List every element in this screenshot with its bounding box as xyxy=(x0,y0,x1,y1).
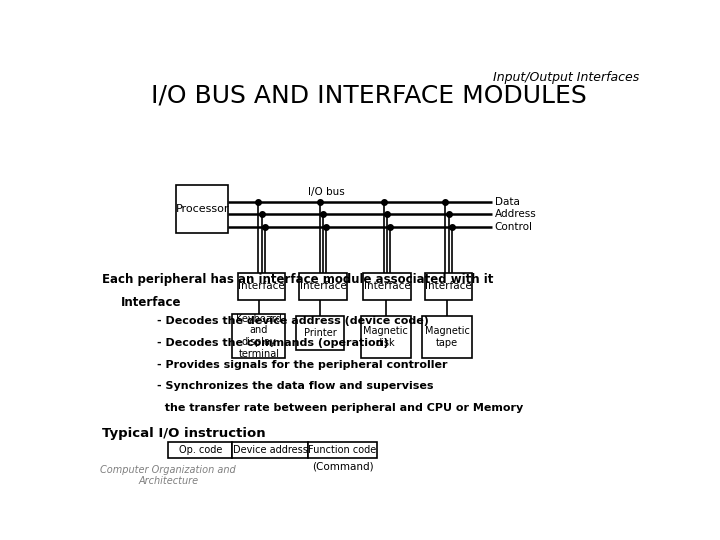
Text: Magnetic
disk: Magnetic disk xyxy=(364,326,408,348)
Bar xyxy=(364,273,411,300)
Text: Printer: Printer xyxy=(304,328,336,338)
Bar xyxy=(168,442,233,458)
Text: Interface: Interface xyxy=(425,281,472,291)
Text: Control: Control xyxy=(495,222,533,232)
Bar xyxy=(297,316,344,349)
Text: Interface: Interface xyxy=(121,295,181,308)
Bar xyxy=(176,185,228,233)
Bar xyxy=(422,316,472,358)
Text: (Command): (Command) xyxy=(312,461,373,471)
Text: Each peripheral has an interface module associated with it: Each peripheral has an interface module … xyxy=(102,273,494,286)
Text: Interface: Interface xyxy=(300,281,346,291)
Text: Data: Data xyxy=(495,197,519,207)
Text: Interface: Interface xyxy=(238,281,285,291)
Text: Address: Address xyxy=(495,210,536,219)
Text: Typical I/O instruction: Typical I/O instruction xyxy=(102,427,266,441)
Text: I/O BUS AND INTERFACE MODULES: I/O BUS AND INTERFACE MODULES xyxy=(151,84,587,107)
Text: Op. code: Op. code xyxy=(179,445,222,455)
Text: - Synchronizes the data flow and supervises: - Synchronizes the data flow and supervi… xyxy=(157,381,433,391)
Text: - Decodes the commands (operation): - Decodes the commands (operation) xyxy=(157,338,389,348)
Bar xyxy=(425,273,472,300)
Bar xyxy=(361,316,411,358)
Text: the transfer rate between peripheral and CPU or Memory: the transfer rate between peripheral and… xyxy=(157,403,523,413)
Bar xyxy=(238,273,285,300)
Text: Device address: Device address xyxy=(233,445,307,455)
Text: Function code: Function code xyxy=(308,445,377,455)
Bar xyxy=(233,442,307,458)
Text: Input/Output Interfaces: Input/Output Interfaces xyxy=(493,71,639,84)
Text: Keyboard
and
display
terminal: Keyboard and display terminal xyxy=(236,314,282,359)
Text: - Provides signals for the peripheral controller: - Provides signals for the peripheral co… xyxy=(157,360,447,369)
Text: Processor: Processor xyxy=(176,204,229,214)
Bar xyxy=(307,442,377,458)
Text: Magnetic
tape: Magnetic tape xyxy=(425,326,469,348)
Bar xyxy=(300,273,347,300)
Bar xyxy=(233,314,285,358)
Text: Interface: Interface xyxy=(364,281,410,291)
Text: I/O bus: I/O bus xyxy=(307,187,344,197)
Text: - Decodes the device address (device code): - Decodes the device address (device cod… xyxy=(157,316,429,326)
Text: Computer Organization and
Architecture: Computer Organization and Architecture xyxy=(100,465,236,487)
